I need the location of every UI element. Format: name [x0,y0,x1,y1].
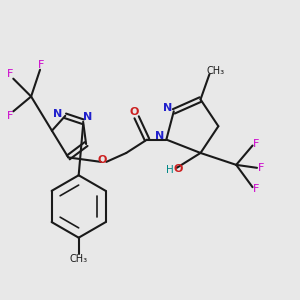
Text: F: F [7,111,14,121]
Text: CH₃: CH₃ [70,254,88,264]
Text: F: F [7,69,14,79]
Text: N: N [155,131,164,141]
Text: O: O [98,155,107,165]
Text: F: F [253,139,259,149]
Text: F: F [253,184,259,194]
Text: O: O [173,164,183,174]
Text: F: F [258,163,265,173]
Text: N: N [53,109,62,119]
Text: N: N [83,112,92,122]
Text: N: N [163,103,172,113]
Text: CH₃: CH₃ [207,66,225,76]
Text: H: H [166,165,174,175]
Text: O: O [130,107,139,117]
Text: F: F [38,60,45,70]
